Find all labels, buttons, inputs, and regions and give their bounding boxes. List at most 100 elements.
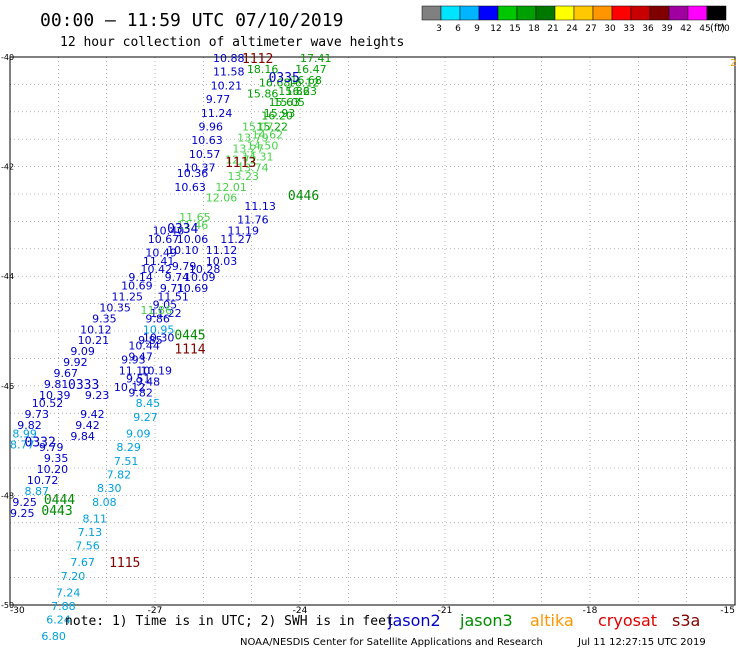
wave-height-label: 9.47 (128, 351, 153, 364)
wave-height-label: 14.50 (247, 140, 278, 153)
wave-height-label: 9.73 (25, 408, 50, 421)
y-tick-label: -44 (1, 272, 14, 281)
wave-height-label: 13.74 (237, 162, 269, 175)
wave-height-label: 8.77 (10, 438, 35, 451)
wave-height-label: 15.05 (273, 96, 305, 109)
wave-height-label: 11.51 (157, 290, 189, 303)
colorbar-swatch (554, 5, 575, 21)
wave-height-label: 10.19 (141, 364, 173, 377)
wave-height-label: 16.12 (288, 77, 320, 90)
wave-height-label: 9.42 (80, 408, 105, 421)
wave-height-label: 8.87 (25, 485, 50, 498)
wave-height-label: 16.68 (290, 74, 322, 87)
pass-time-label: 0335 (269, 71, 300, 86)
wave-height-label: 9.81 (44, 378, 68, 391)
wave-height-label: 15.93 (264, 107, 296, 120)
wave-height-label: 6.80 (41, 630, 66, 643)
colorbar-tick-label: 70 (718, 24, 730, 34)
wave-height-label: 10.35 (99, 301, 130, 314)
wave-height-label: 9.77 (206, 93, 231, 106)
x-tick-label: -18 (583, 606, 598, 616)
wave-height-label: 15.86 (278, 85, 310, 98)
wave-height-label: 11.27 (220, 233, 252, 246)
colorbar-tick-label: 18 (528, 24, 540, 34)
wave-height-label: 9.86 (145, 312, 170, 325)
colorbar-swatch (687, 5, 708, 21)
wave-height-label: 9.96 (199, 121, 224, 134)
pass-time-label: 0334 (167, 222, 198, 237)
wave-height-label: 10.40 (153, 225, 185, 238)
wave-height-label: 9.84 (70, 430, 95, 443)
colorbar-tick-label: 42 (680, 24, 691, 34)
wave-height-label: 9.35 (44, 452, 68, 465)
pass-time-label: 0333 (68, 378, 99, 393)
footer-credit: NOAA/NESDIS Center for Satellite Applica… (240, 637, 543, 648)
wave-height-label: 9.67 (54, 367, 79, 380)
wave-height-label: 11.25 (112, 290, 144, 303)
wave-height-label: 10.30 (143, 331, 175, 344)
x-tick-label: -15 (720, 606, 735, 616)
colorbar-tick-label: 15 (509, 24, 520, 34)
wave-height-label: 13.79 (237, 131, 269, 144)
wave-height-label: 13.23 (228, 170, 260, 183)
pass-time-label: 0332 (25, 436, 56, 451)
wave-height-label: 15.22 (257, 121, 289, 134)
colorbar-swatch (573, 5, 594, 21)
colorbar-swatch (630, 5, 651, 21)
wave-height-label: 9.74 (165, 271, 190, 284)
wave-height-label: 9.92 (63, 356, 88, 369)
wave-height-label: 9.09 (126, 427, 151, 440)
wave-height-label: 9.82 (128, 386, 153, 399)
x-tick-label: -27 (148, 606, 163, 616)
colorbar-swatch (478, 5, 499, 21)
grid-lines (9, 56, 736, 606)
wave-height-label: 8.45 (136, 397, 161, 410)
footer-timestamp: Jul 11 12:27:15 UTC 2019 (577, 637, 706, 648)
wave-height-label: 15.86 (247, 88, 278, 101)
wave-height-label: 9.85 (138, 334, 163, 347)
pass-time-label: 0444 (44, 493, 75, 508)
wave-height-label: 10.52 (32, 397, 64, 410)
y-tick-label: -40 (1, 53, 14, 62)
pass-time-label: 1112 (242, 52, 273, 67)
colorbar-swatch (592, 5, 613, 21)
wave-height-label: 9.05 (153, 299, 178, 312)
colorbar-tick-label: 33 (623, 24, 634, 34)
axis-tick-labels: -30 -27 -24 -21 -18 -15 -40 -42 -44 -46 -48 -50 (1, 53, 735, 616)
pass-time-label: 0443 (41, 504, 72, 519)
wave-height-label: 16.47 (295, 63, 327, 76)
x-tick-label: -21 (438, 606, 453, 616)
wave-height-label: 7.82 (107, 468, 131, 481)
wave-height-label: 10.63 (191, 134, 223, 147)
data-labels: 10.8811.5810.219.7711.249.9610.6310.5710… (10, 52, 332, 643)
colorbar-swatch (649, 5, 670, 21)
wave-height-label: 11.19 (228, 225, 260, 238)
colorbar-tick-label: 39 (661, 24, 673, 34)
wave-height-label: 9.14 (128, 271, 153, 284)
wave-height-label: 10.72 (27, 474, 58, 487)
page-subtitle: 12 hour collection of altimeter wave hei… (60, 35, 404, 50)
wave-height-label: 10.10 (167, 244, 199, 257)
wave-height-label: 10.03 (206, 255, 238, 268)
wave-height-label: 9.25 (10, 507, 35, 520)
wave-height-label: 10.06 (177, 233, 209, 246)
wave-height-label: 9.35 (92, 312, 117, 325)
wave-height-label: 7.13 (78, 526, 103, 539)
wave-height-label: 9.48 (136, 375, 161, 388)
wave-height-label: 7.51 (114, 455, 138, 468)
wave-height-label: 18.16 (247, 63, 278, 76)
wave-height-label: 10.09 (184, 271, 216, 284)
x-tick-label: -30 (10, 606, 25, 616)
colorbar-tick-label: 30 (604, 24, 616, 34)
wave-height-label: 8.11 (83, 512, 108, 525)
colorbar-swatch (706, 5, 727, 21)
wave-height-label: 9.09 (70, 345, 95, 358)
y-tick-label: -46 (1, 382, 14, 391)
wave-height-label: 10.12 (80, 323, 112, 336)
wave-height-label: 15.07 (242, 121, 274, 134)
colorbar-swatch (497, 5, 518, 21)
y-tick-label: -42 (1, 163, 14, 172)
wave-height-label: 11.76 (237, 214, 269, 227)
